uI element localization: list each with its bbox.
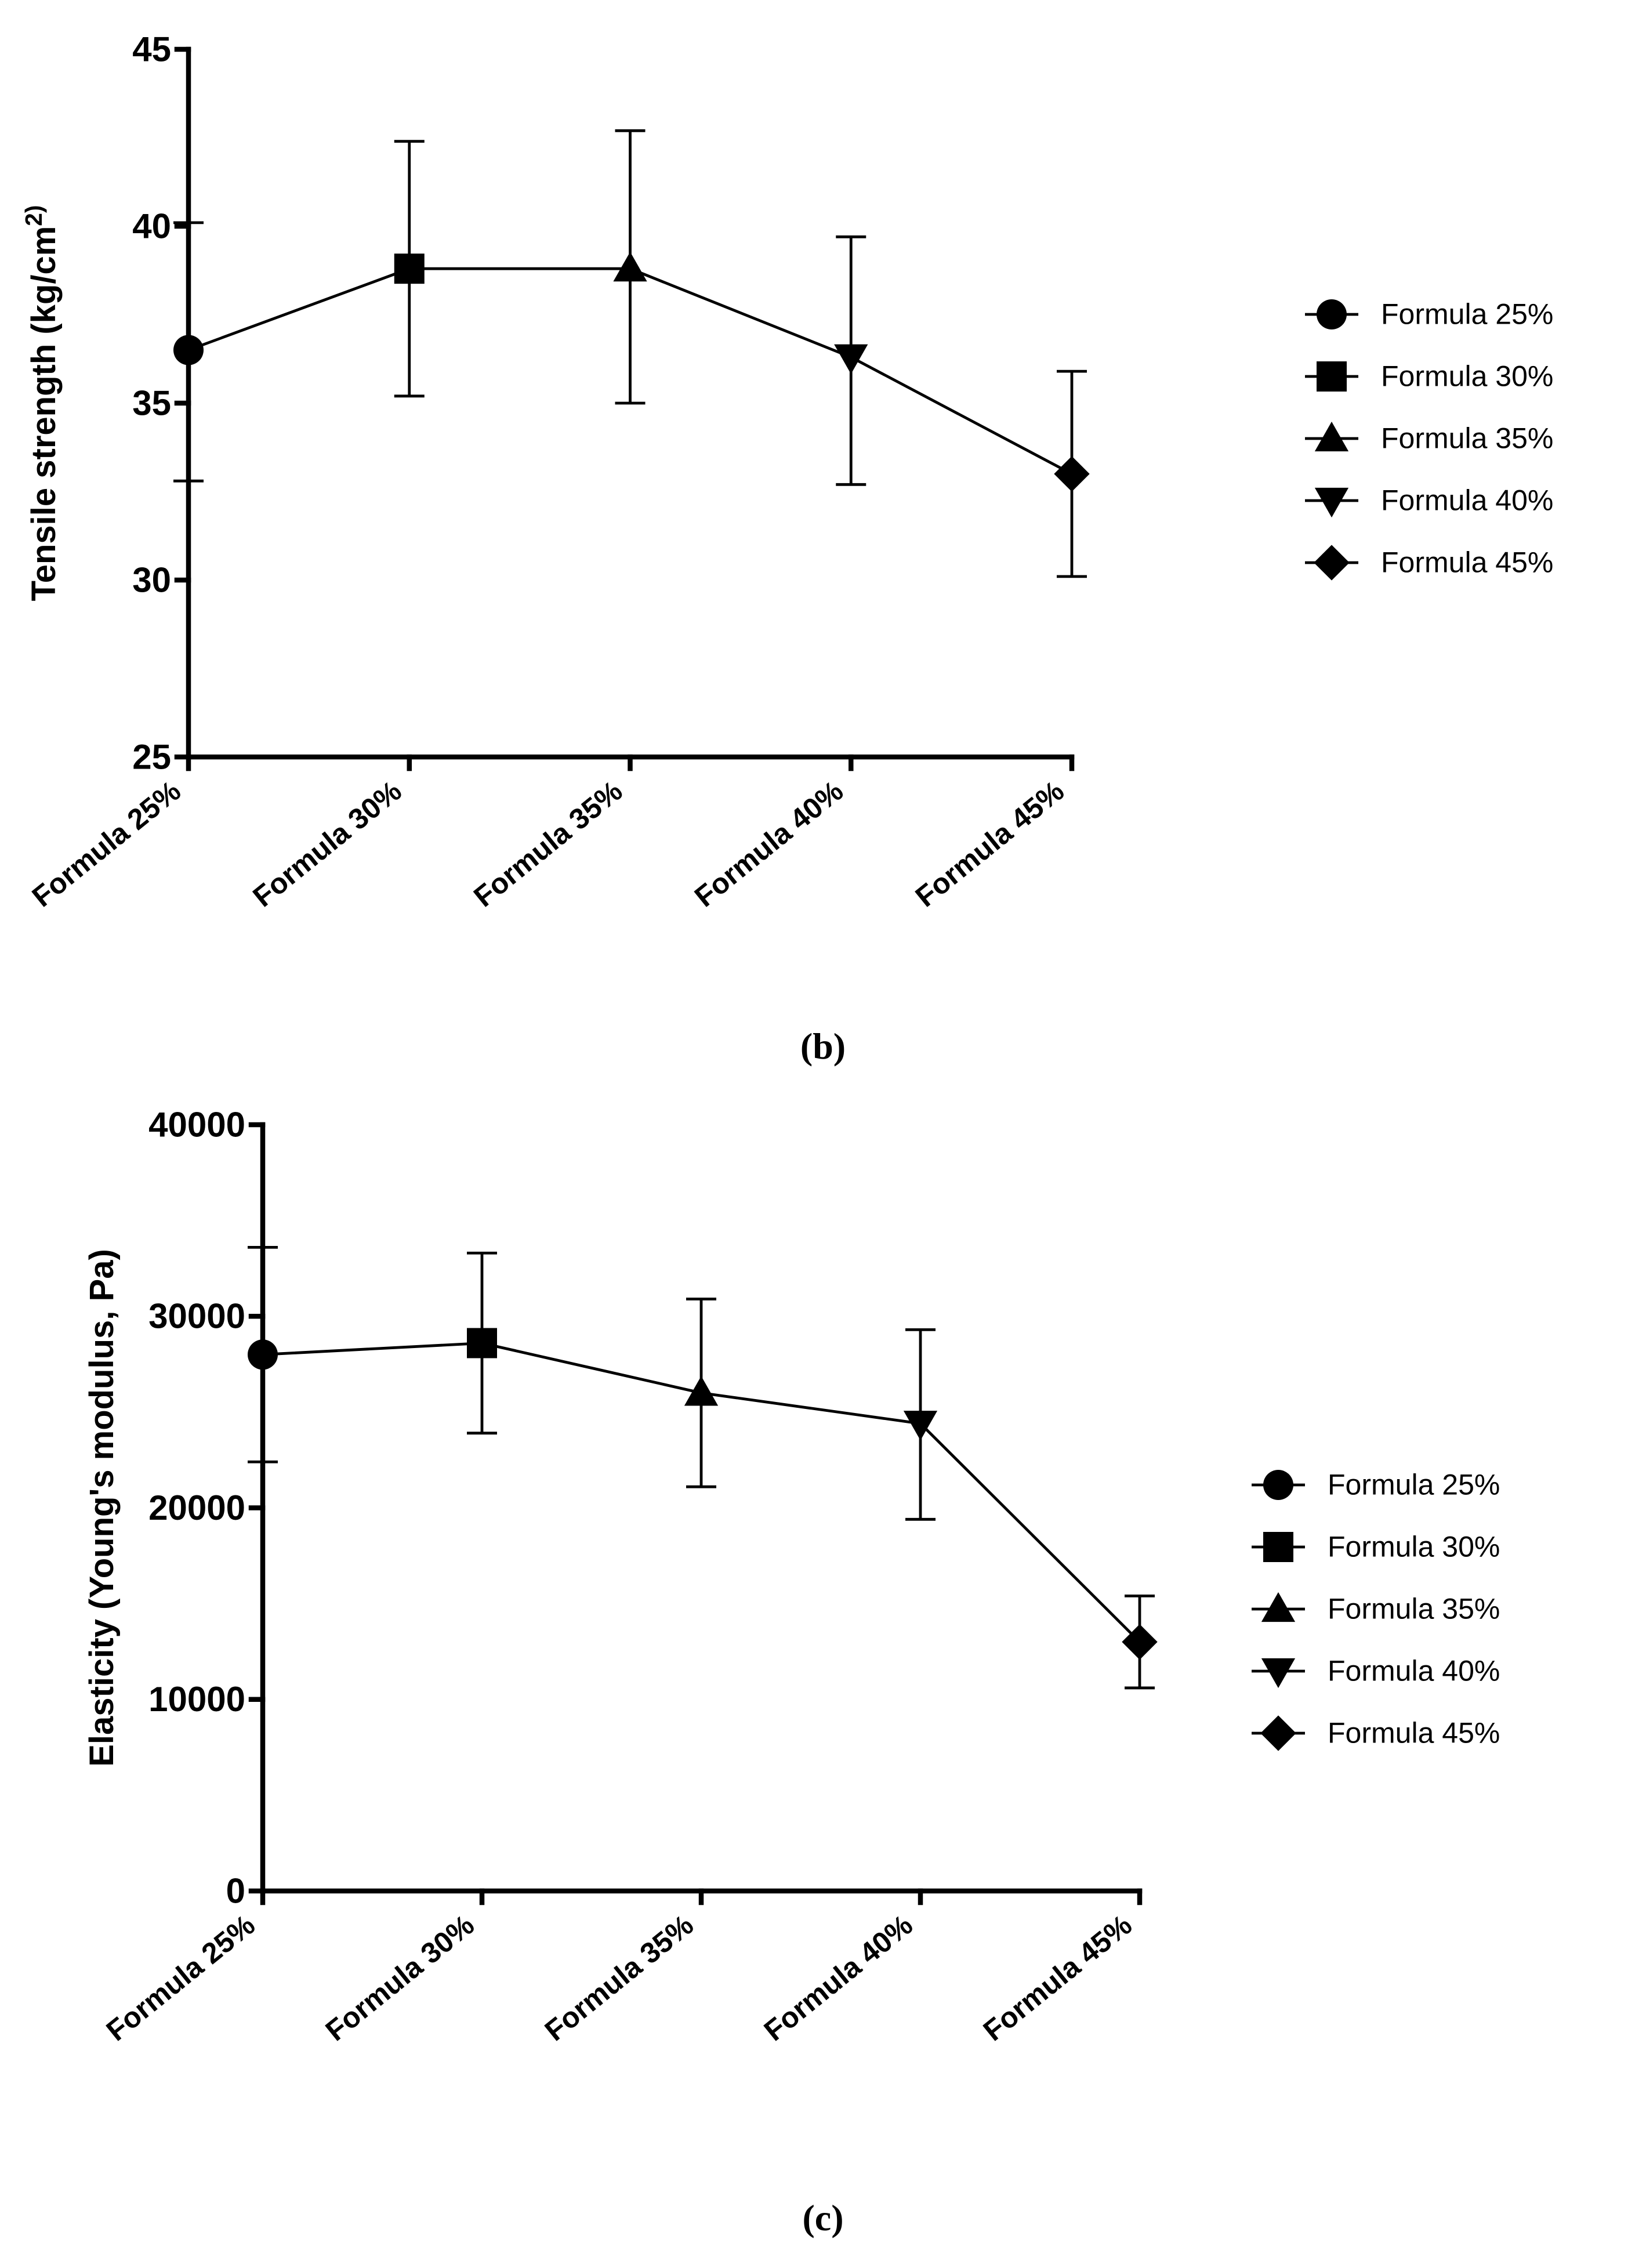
- svg-text:35: 35: [132, 383, 171, 422]
- svg-text:Formula 40%: Formula 40%: [1328, 1655, 1500, 1687]
- svg-text:25: 25: [132, 737, 171, 776]
- svg-text:Formula 45%: Formula 45%: [1328, 1717, 1500, 1749]
- svg-text:Formula 45%: Formula 45%: [1381, 546, 1553, 579]
- svg-text:10000: 10000: [148, 1680, 245, 1719]
- svg-text:Tensile strength (kg/cm2): Tensile strength (kg/cm2): [20, 205, 63, 602]
- svg-text:40000: 40000: [148, 1105, 245, 1144]
- svg-text:(c): (c): [802, 2197, 843, 2238]
- svg-text:30000: 30000: [148, 1297, 245, 1336]
- svg-text:Formula 40%: Formula 40%: [1381, 484, 1553, 517]
- svg-text:40: 40: [132, 206, 171, 245]
- svg-text:20000: 20000: [148, 1488, 245, 1527]
- svg-text:Formula 35%: Formula 35%: [1381, 422, 1553, 455]
- svg-text:(b): (b): [800, 1026, 846, 1067]
- svg-text:45: 45: [132, 30, 171, 68]
- svg-text:Formula 35%: Formula 35%: [1328, 1593, 1500, 1625]
- svg-text:Formula 30%: Formula 30%: [1328, 1531, 1500, 1563]
- svg-text:30: 30: [132, 560, 171, 599]
- svg-text:Elasticity (Young's modulus, P: Elasticity (Young's modulus, Pa): [83, 1249, 121, 1767]
- svg-text:Formula 25%: Formula 25%: [1328, 1469, 1500, 1501]
- svg-text:Formula 25%: Formula 25%: [1381, 298, 1553, 331]
- svg-text:Formula 30%: Formula 30%: [1381, 360, 1553, 393]
- svg-text:0: 0: [226, 1871, 245, 1910]
